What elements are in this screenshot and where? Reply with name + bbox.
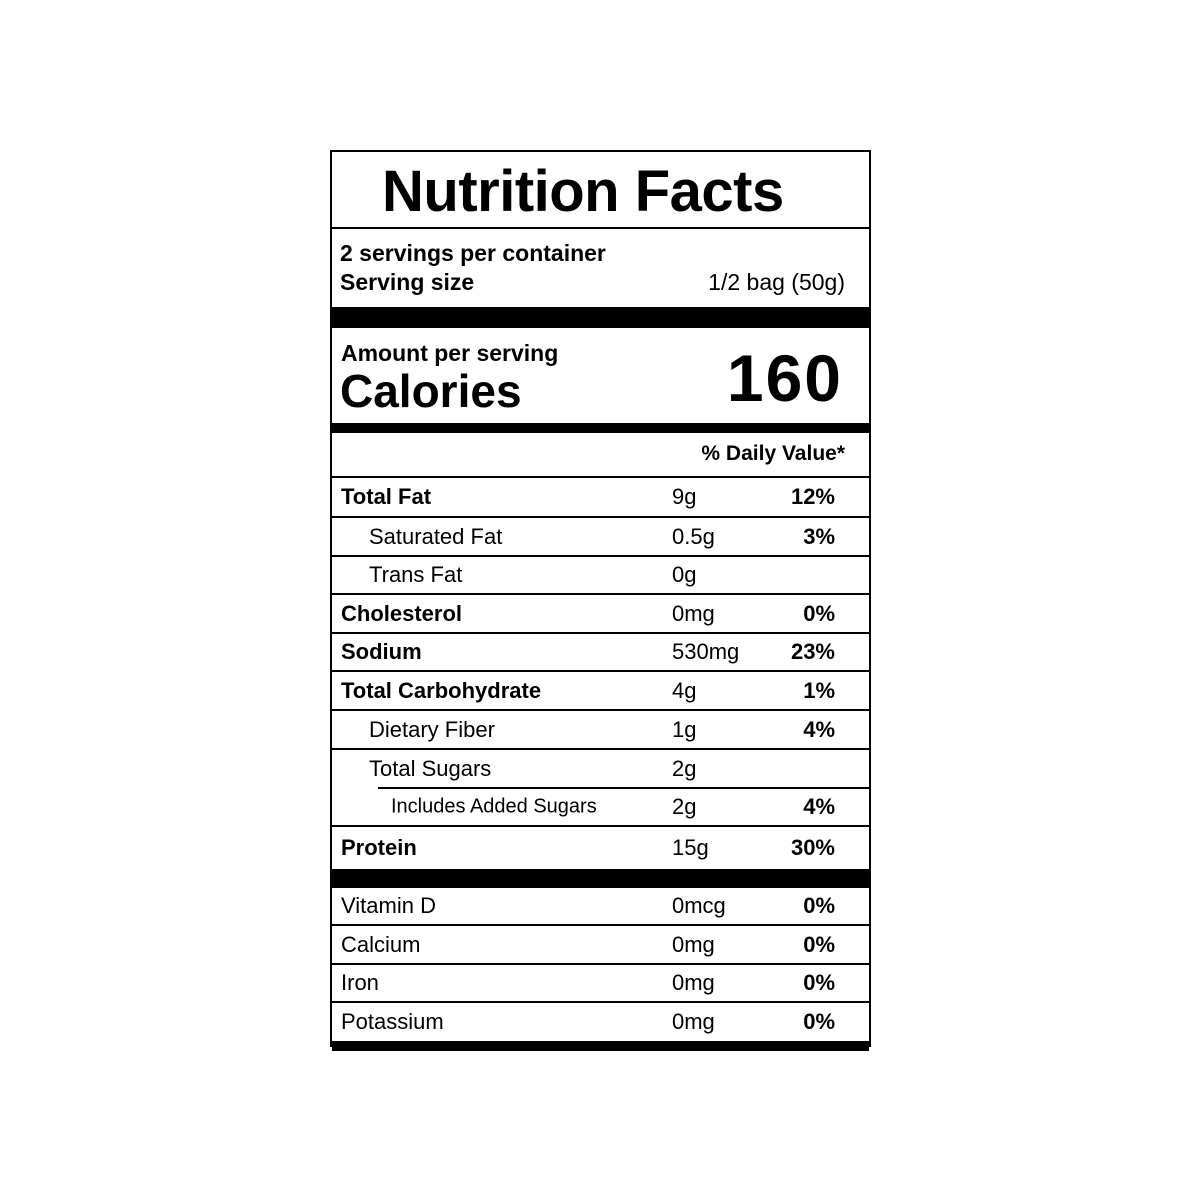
thick-divider xyxy=(332,307,869,328)
nutrient-daily-value: 4% xyxy=(803,716,835,742)
label-title: Nutrition Facts xyxy=(382,159,784,224)
nutrient-row: Includes Added Sugars 2g 4% xyxy=(332,789,869,827)
nutrient-row: Trans Fat 0g xyxy=(332,557,869,595)
daily-value-header: % Daily Value* xyxy=(701,442,845,465)
nutrient-name: Includes Added Sugars xyxy=(391,795,597,818)
nutrient-amount: 2g xyxy=(672,755,697,781)
nutrient-name: Calcium xyxy=(341,931,421,957)
nutrient-row: Total Carbohydrate 4g 1% xyxy=(332,672,869,711)
serving-size-label: Serving size xyxy=(340,269,475,295)
amount-per-serving: Amount per serving xyxy=(341,340,559,366)
nutrient-daily-value: 3% xyxy=(803,523,835,549)
nutrient-name: Total Sugars xyxy=(369,755,492,781)
nutrient-row: Dietary Fiber 1g 4% xyxy=(332,711,869,750)
nutrient-name: Vitamin D xyxy=(341,893,436,918)
nutrient-amount: 1g xyxy=(672,716,697,742)
nutrient-amount: 0.5g xyxy=(672,523,715,549)
nutrient-amount: 15g xyxy=(672,835,709,860)
nutrient-name: Sodium xyxy=(341,639,422,664)
nutrient-daily-value: 0% xyxy=(803,931,835,957)
nutrient-amount: 2g xyxy=(672,794,697,819)
nutrient-row: Saturated Fat 0.5g 3% xyxy=(332,518,869,557)
nutrient-name: Protein xyxy=(341,835,417,860)
nutrient-amount: 4g xyxy=(672,677,697,703)
nutrient-name: Total Fat xyxy=(341,484,432,509)
calories-label: Calories xyxy=(340,365,522,417)
serving-size-value: 1/2 bag (50g) xyxy=(708,269,845,295)
nutrient-row: Cholesterol 0mg 0% xyxy=(332,595,869,634)
nutrient-amount: 0mg xyxy=(672,600,715,626)
nutrient-name: Total Carbohydrate xyxy=(341,677,542,703)
nutrient-daily-value: 0% xyxy=(803,1009,835,1034)
nutrient-daily-value: 4% xyxy=(803,794,835,819)
nutrient-amount: 9g xyxy=(672,484,697,509)
nutrient-daily-value: 23% xyxy=(790,639,835,664)
nutrient-row: Potassium 0mg 0% xyxy=(332,1003,869,1041)
nutrient-row: Sodium 530mg 23% xyxy=(332,634,869,672)
nutrient-name: Potassium xyxy=(341,1009,444,1034)
bottom-thick-divider xyxy=(332,1041,869,1051)
nutrient-amount: 0g xyxy=(672,562,697,587)
divider xyxy=(332,476,869,478)
nutrient-amount: 0mg xyxy=(672,1009,715,1034)
nutrition-facts-label: Nutrition Facts 2 servings per container… xyxy=(330,150,871,1051)
nutrient-daily-value: 30% xyxy=(790,835,835,860)
nutrient-daily-value: 12% xyxy=(790,484,835,509)
divider xyxy=(332,227,869,229)
nutrient-row: Total Fat 9g 12% xyxy=(332,478,869,518)
servings-per-container: 2 servings per container xyxy=(340,240,606,266)
nutrient-daily-value: 0% xyxy=(803,970,835,995)
nutrient-name: Dietary Fiber xyxy=(369,716,495,742)
nutrient-row: Total Sugars 2g xyxy=(369,750,869,789)
nutrient-row: Iron 0mg 0% xyxy=(332,965,869,1003)
nutrient-name: Iron xyxy=(341,970,379,995)
nutrient-name: Cholesterol xyxy=(341,600,463,626)
nutrient-amount: 0mg xyxy=(672,970,715,995)
nutrient-amount: 0mg xyxy=(672,931,715,957)
nutrient-amount: 530mg xyxy=(672,639,740,664)
nutrient-row: Vitamin D 0mcg 0% xyxy=(332,888,869,926)
nutrient-name: Trans Fat xyxy=(369,562,463,587)
nutrient-row: Protein 15g 30% xyxy=(332,827,869,869)
nutrient-amount: 0mcg xyxy=(672,893,726,918)
thick-divider xyxy=(332,423,869,433)
nutrient-daily-value: 0% xyxy=(803,893,835,918)
calories-value: 160 xyxy=(726,341,843,415)
nutrient-name: Saturated Fat xyxy=(369,523,503,549)
thick-divider xyxy=(332,869,869,888)
nutrient-daily-value: 0% xyxy=(803,600,835,626)
nutrient-row: Calcium 0mg 0% xyxy=(332,926,869,965)
nutrient-daily-value: 1% xyxy=(803,677,835,703)
